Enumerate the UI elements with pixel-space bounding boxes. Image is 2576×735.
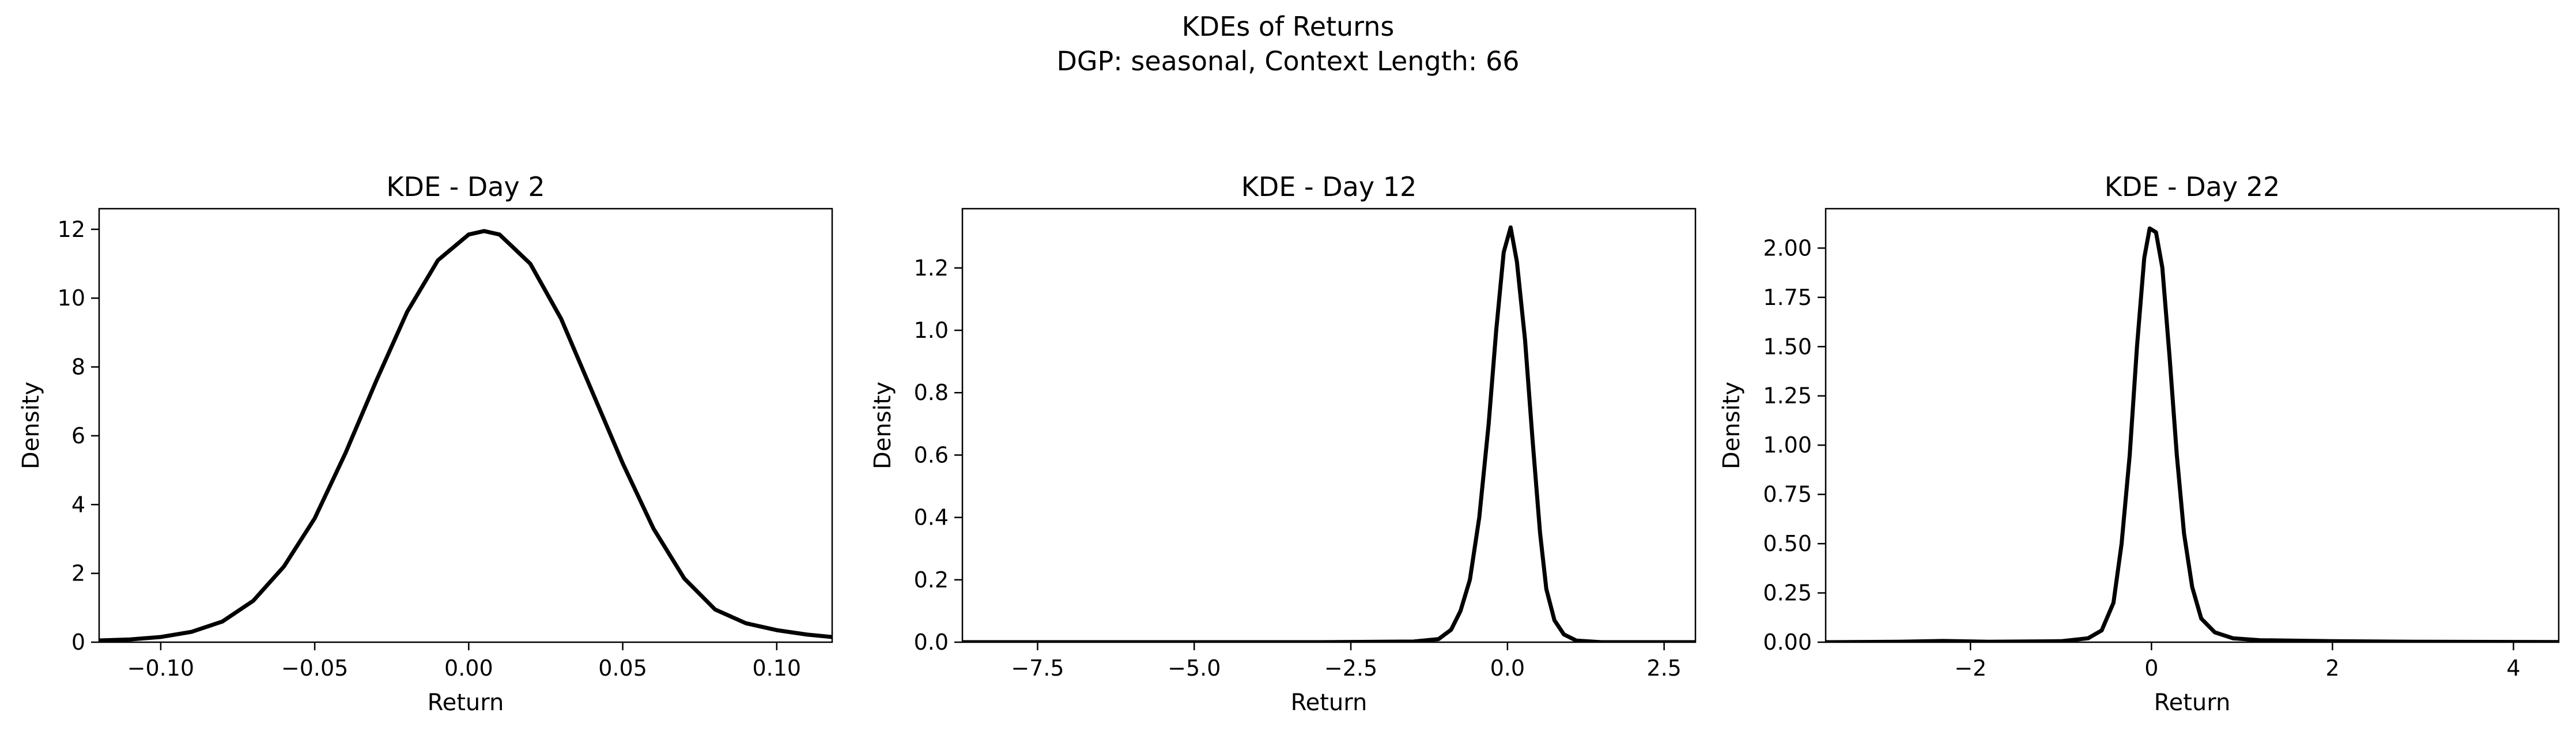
x-tick-label: −5.0 [1168, 655, 1221, 681]
y-tick-label: 1.50 [1763, 334, 1812, 359]
y-tick-label: 6 [71, 423, 85, 448]
y-tick-label: 1.0 [914, 318, 949, 343]
x-tick-label: 0.0 [1490, 655, 1525, 681]
chart-day-2: KDE - Day 2 −0.10 −0.05 0.00 0.05 0.10 0 2 4 6 8 10… [18, 171, 833, 716]
x-tick-label: −2.5 [1324, 655, 1377, 681]
x-tick-label: 2.5 [1646, 655, 1681, 681]
y-tick-label: 0.00 [1763, 630, 1812, 655]
y-axis-label: Density [18, 382, 44, 469]
axes-frame [98, 208, 833, 643]
kde-density-line [99, 229, 832, 642]
axes-frame [1825, 208, 2560, 643]
y-tick-label: 0.50 [1763, 531, 1812, 556]
y-tick-label: 2.00 [1763, 235, 1812, 261]
y-tick-label: 0 [71, 630, 85, 655]
y-tick-label: 4 [71, 492, 85, 517]
x-tick-label: 0.00 [444, 655, 493, 681]
y-tick-label: 1.75 [1763, 285, 1812, 310]
y-tick-label: 2 [71, 561, 85, 586]
panel-title: KDE - Day 12 [1241, 171, 1417, 202]
chart-day-12: KDE - Day 12 −7.5 −5.0 −2.5 0.0 2.5 0.0 0.2 0.4 0… [870, 171, 1697, 716]
y-tick-label: 1.25 [1763, 383, 1812, 409]
x-tick-label: −0.10 [127, 655, 194, 681]
panel-title: KDE - Day 22 [2105, 171, 2280, 202]
panel-title: KDE - Day 2 [386, 171, 545, 202]
x-tick-label: −7.5 [1011, 655, 1064, 681]
x-axis-label: Return [428, 689, 504, 716]
y-tick-label: 0.4 [914, 505, 949, 530]
x-tick-label: 0 [2144, 655, 2158, 681]
axes-frame [961, 208, 1697, 643]
y-axis-label: Density [1718, 382, 1745, 469]
y-tick-label: 0.6 [914, 442, 949, 468]
x-tick-label: 0.10 [752, 655, 801, 681]
y-tick-label: 12 [58, 217, 85, 242]
x-tick-label: 0.05 [598, 655, 647, 681]
y-tick-label: 0.75 [1763, 482, 1812, 507]
chart-day-22: KDE - Day 22 −2 0 2 4 0.00 0.25 0.50 0.75 1.00 1.2… [1718, 171, 2560, 716]
x-tick-label: 4 [2506, 655, 2520, 681]
kde-density-line [1826, 226, 2559, 642]
figure-subtitle: DGP: seasonal, Context Length: 66 [1056, 46, 1519, 77]
x-tick-label: −0.05 [281, 655, 348, 681]
y-tick-label: 0.25 [1763, 581, 1812, 606]
y-tick-label: 0.8 [914, 380, 949, 405]
y-tick-label: 0.2 [914, 567, 949, 593]
x-tick-label: 2 [2325, 655, 2339, 681]
y-axis-label: Density [870, 382, 896, 469]
y-tick-label: 1.00 [1763, 432, 1812, 458]
x-tick-label: −2 [1954, 655, 1986, 681]
x-axis-label: Return [2154, 689, 2231, 716]
y-tick-label: 10 [58, 285, 85, 311]
kde-density-line [962, 225, 1695, 642]
x-axis-label: Return [1291, 689, 1368, 716]
figure-title: KDEs of Returns [1182, 11, 1395, 42]
y-tick-label: 1.2 [914, 255, 949, 281]
y-tick-label: 0.0 [914, 630, 949, 655]
y-tick-label: 8 [71, 355, 85, 380]
